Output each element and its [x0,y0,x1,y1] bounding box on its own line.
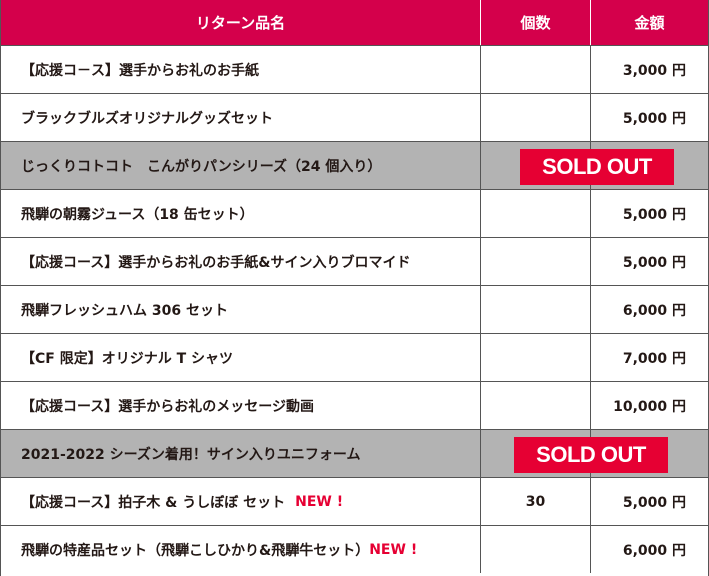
row-name: じっくりコトコト こんがりパンシリーズ（24 個入り） [1,142,481,189]
row-name: 【応援コース】拍子木 & うしぼぼ セット [21,494,286,511]
row-name: 【CF 限定】オリジナル T シャツ [1,334,481,381]
row-price: 5,000 円 [622,494,686,511]
row-name: 飛騨の特産品セット（飛騨こしひかり&飛騨牛セット） [21,542,370,559]
row-price: 6,000 円 [622,302,686,319]
row-name: 飛騨フレッシュハム 306 セット [1,286,481,333]
new-badge: NEW ! [369,541,418,558]
row-price: 3,000 円 [622,62,686,79]
row-qty [481,94,591,141]
table-row: 飛騨フレッシュハム 306 セット 6,000 円 [1,285,708,333]
table-row: 【CF 限定】オリジナル T シャツ 7,000 円 [1,333,708,381]
row-name-cell: 【応援コース】拍子木 & うしぼぼ セット NEW ! [1,478,481,525]
row-name-cell: 飛騨の特産品セット（飛騨こしひかり&飛騨牛セット） NEW ! [1,526,481,573]
new-badge: NEW ! [295,493,344,510]
header-name: リターン品名 [1,0,481,45]
row-price: 5,000 円 [622,110,686,127]
table-row: 【応援コース】選手からお礼のお手紙&サイン入りブロマイド 5,000 円 [1,237,708,285]
table-row: 【応援コ－ス】選手からお礼のお手紙 3,000 円 [1,45,708,93]
row-price: 7,000 円 [622,350,686,367]
header-qty: 個数 [481,0,591,45]
table-row-sold-out: じっくりコトコト こんがりパンシリーズ（24 個入り） SOLD OUT [1,141,708,189]
table-row-sold-out: 2021-2022 シーズン着用！サイン入りユニフォーム SOLD OUT [1,429,708,477]
sold-out-badge: SOLD OUT [520,149,674,185]
table-header: リターン品名 個数 金額 [1,0,708,45]
sold-out-badge: SOLD OUT [514,437,668,473]
row-name: 2021-2022 シーズン着用！サイン入りユニフォーム [1,430,481,477]
row-name: ブラックブルズオリジナルグッズセット [1,94,481,141]
row-qty [481,526,591,573]
row-name: 飛騨の朝霧ジュース（18 缶セット） [1,190,481,237]
table-row: 飛騨の特産品セット（飛騨こしひかり&飛騨牛セット） NEW ! 6,000 円 [1,525,708,573]
row-price: 10,000 円 [613,398,686,415]
row-qty [481,382,591,429]
table-row: 飛騨の朝霧ジュース（18 缶セット） 5,000 円 [1,189,708,237]
row-name: 【応援コース】選手からお礼のお手紙&サイン入りブロマイド [1,238,481,285]
row-price: 5,000 円 [622,206,686,223]
row-qty [481,190,591,237]
row-name: 【応援コース】選手からお礼のメッセージ動画 [1,382,481,429]
row-qty: 30 [481,478,591,525]
row-name: 【応援コ－ス】選手からお礼のお手紙 [1,46,481,93]
header-price: 金額 [634,14,665,32]
table-row: 【応援コース】選手からお礼のメッセージ動画 10,000 円 [1,381,708,429]
row-qty [481,238,591,285]
row-qty [481,334,591,381]
row-price: 5,000 円 [622,254,686,271]
row-qty [481,46,591,93]
row-qty [481,286,591,333]
table-row: 【応援コース】拍子木 & うしぼぼ セット NEW ! 30 5,000 円 [1,477,708,525]
row-price: 6,000 円 [622,542,686,559]
table-row: ブラックブルズオリジナルグッズセット 5,000 円 [1,93,708,141]
